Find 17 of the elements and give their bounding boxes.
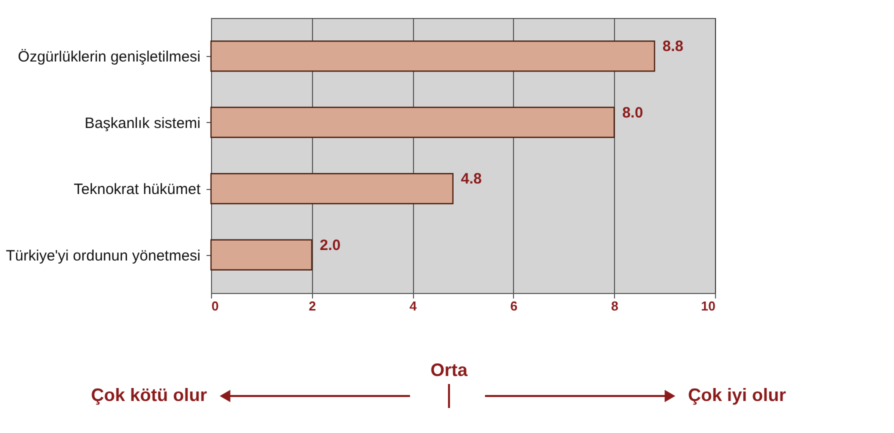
x-tick-label: 10 (701, 298, 716, 314)
text: Orta (430, 360, 468, 380)
text: Çok kötü olur (91, 385, 207, 405)
y-tick-label: Türkiye'yi ordunun yönetmesi (6, 247, 200, 264)
x-tick-label: 4 (409, 298, 418, 314)
x-tick-label: 6 (510, 298, 518, 314)
x-tick-label: 8 (611, 298, 618, 314)
text: Çok iyi olur (688, 385, 786, 405)
data-label: 8.8 (662, 38, 684, 56)
x-tick-label: 2 (308, 298, 316, 314)
data-label: 4.8 (460, 170, 482, 188)
y-tick-label: Teknokrat hükümet (74, 181, 202, 198)
x-tick-label: 0 (212, 298, 219, 314)
data-label: 8.0 (622, 104, 644, 122)
y-tick-label: Özgürlüklerin genişletilmesi (18, 48, 200, 66)
data-label: 2.0 (320, 236, 341, 254)
y-tick-label: Başkanlık sistemi (84, 114, 200, 132)
